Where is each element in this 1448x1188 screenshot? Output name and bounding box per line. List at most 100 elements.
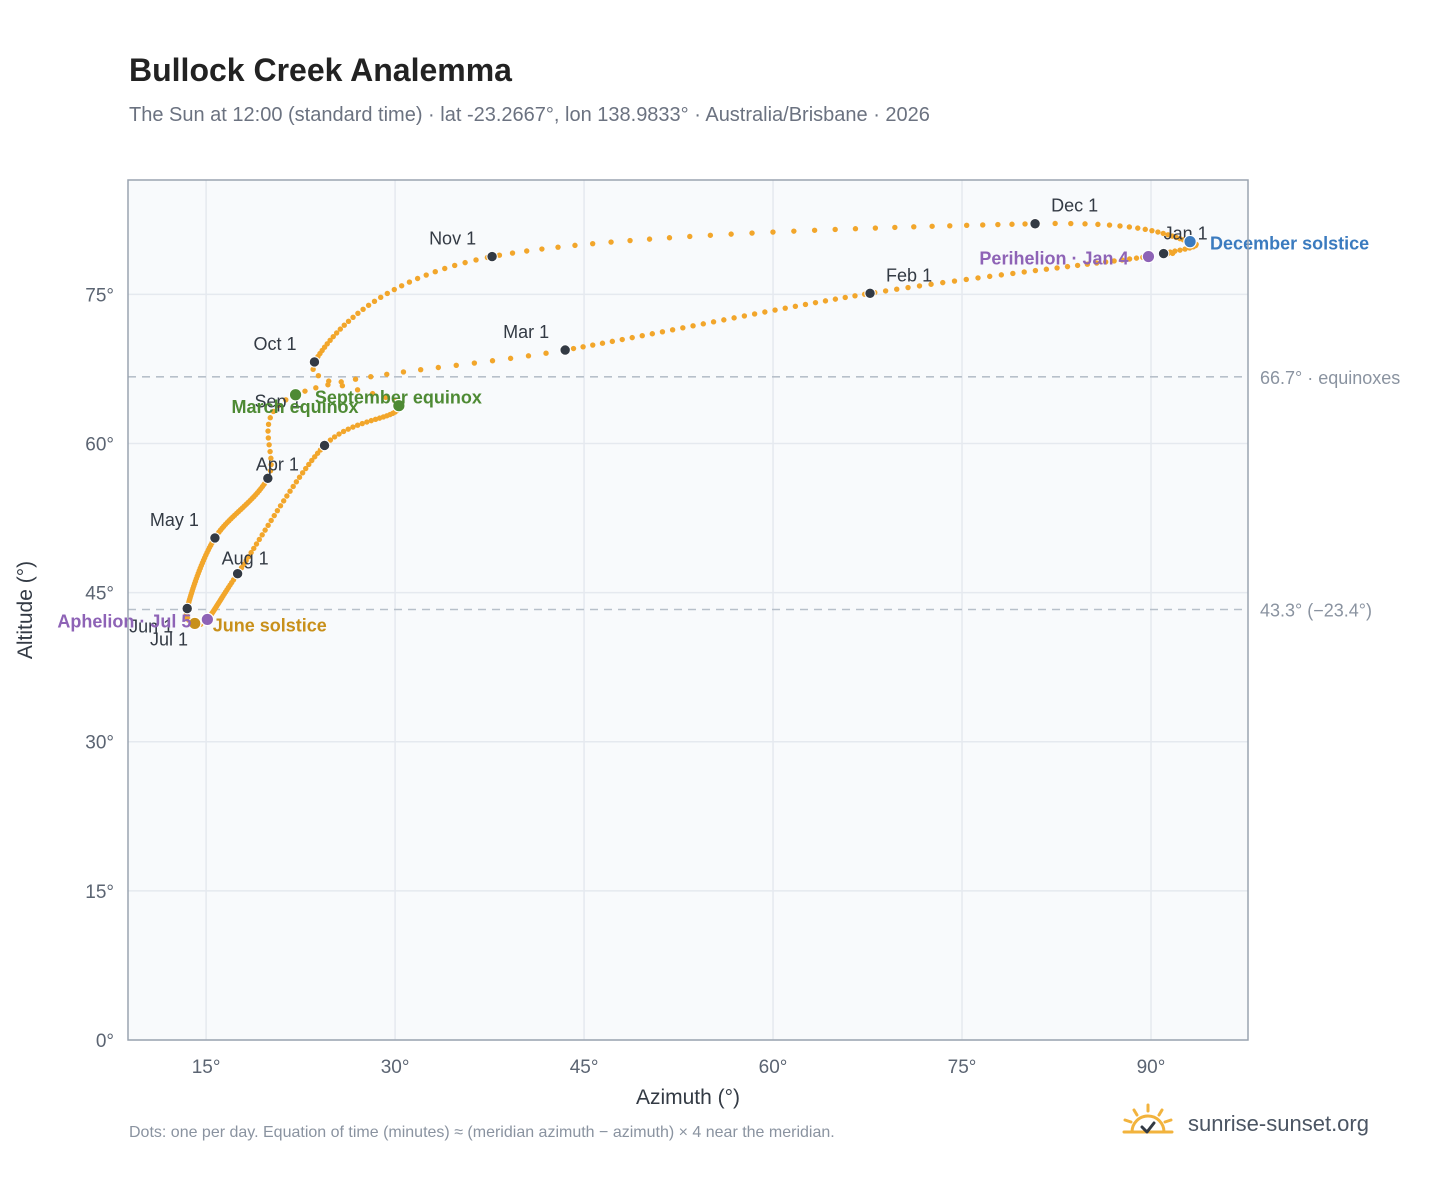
daily-dot: [274, 507, 281, 514]
month-marker-label: Apr 1: [256, 454, 299, 474]
daily-dot: [284, 493, 290, 499]
daily-dot: [1095, 221, 1101, 228]
daily-dot: [365, 302, 372, 308]
daily-dot: [700, 321, 707, 327]
daily-dot: [507, 355, 514, 362]
daily-dot: [940, 279, 946, 286]
event-marker: [392, 398, 406, 413]
daily-dot: [326, 378, 332, 384]
daily-dot: [580, 344, 586, 350]
daily-dot: [1009, 221, 1015, 227]
daily-dot: [268, 461, 274, 468]
daily-dot: [872, 225, 879, 231]
daily-dot: [975, 275, 981, 281]
daily-dot: [842, 294, 848, 301]
month-marker: [1029, 218, 1041, 230]
month-marker-label: Oct 1: [253, 334, 296, 354]
daily-dot: [728, 231, 734, 237]
daily-dot: [267, 415, 273, 421]
daily-dot: [666, 235, 673, 241]
month-marker: [864, 287, 876, 300]
daily-dot: [1160, 230, 1166, 237]
daily-dot: [496, 252, 503, 258]
daily-dot: [791, 228, 797, 234]
daily-dot: [811, 227, 818, 233]
daily-dot: [327, 337, 333, 343]
daily-dot: [265, 435, 272, 441]
daily-dot: [340, 428, 347, 435]
y-tick-label: 30°: [85, 733, 114, 754]
month-marker: [318, 439, 331, 452]
daily-dot: [627, 237, 633, 244]
daily-dot: [589, 240, 596, 247]
daily-dot: [832, 296, 839, 302]
daily-dot: [462, 259, 468, 266]
daily-dot: [905, 284, 911, 291]
daily-dot: [245, 553, 252, 560]
x-tick-label: 30°: [381, 1057, 410, 1078]
daily-dot: [947, 223, 953, 229]
reference-line-label: 66.7° · equinoxes: [1260, 368, 1400, 388]
daily-dot: [555, 244, 561, 250]
daily-dot: [524, 248, 530, 254]
daily-dot: [414, 275, 421, 282]
daily-dot: [1149, 227, 1155, 234]
daily-dot: [299, 470, 306, 476]
x-tick-label: 60°: [759, 1057, 788, 1078]
daily-dot: [710, 319, 717, 325]
daily-dot: [646, 236, 653, 242]
daily-dot: [1052, 220, 1058, 227]
daily-dot: [1177, 247, 1183, 253]
daily-dot: [894, 286, 900, 292]
daily-dot: [355, 310, 361, 317]
daily-dot: [368, 417, 374, 424]
daily-dot: [256, 536, 263, 543]
x-tick-label: 75°: [948, 1057, 977, 1078]
month-marker-label: Mar 1: [503, 322, 549, 342]
y-tick-label: 15°: [85, 882, 114, 903]
event-marker: [1141, 249, 1156, 264]
daily-dot: [852, 293, 858, 299]
daily-dot: [995, 221, 1001, 228]
daily-dot: [432, 268, 438, 275]
daily-dot: [782, 305, 788, 311]
brand[interactable]: sunrise-sunset.org: [1120, 1102, 1369, 1146]
daily-dot: [382, 394, 389, 401]
daily-dot: [290, 483, 296, 490]
daily-dot: [369, 390, 376, 397]
daily-dot: [333, 330, 340, 336]
daily-dot: [1074, 262, 1081, 269]
month-marker-label: Jan 1: [1164, 224, 1208, 244]
daily-dot: [330, 333, 336, 340]
daily-dot: [243, 557, 249, 564]
daily-dot: [963, 222, 970, 229]
daily-dot: [1172, 248, 1178, 254]
daily-dot: [570, 345, 577, 352]
daily-dot: [1021, 269, 1027, 275]
daily-dot: [608, 239, 614, 245]
daily-dot: [341, 322, 347, 328]
footnote: Dots: one per day. Equation of time (min…: [129, 1124, 835, 1141]
daily-dot: [951, 278, 958, 284]
daily-dot: [669, 327, 676, 333]
daily-dot: [1155, 229, 1161, 235]
month-marker: [231, 568, 244, 580]
daily-dot: [453, 362, 459, 368]
daily-dot: [690, 323, 696, 329]
daily-dot: [277, 503, 284, 509]
daily-dot: [417, 367, 424, 373]
y-axis-label: Altitude (°): [14, 561, 37, 659]
daily-dot: [391, 286, 397, 293]
daily-dot: [275, 402, 282, 409]
month-marker: [559, 344, 571, 356]
brand-text[interactable]: sunrise-sunset.org: [1188, 1111, 1369, 1136]
daily-dot: [473, 257, 479, 263]
daily-dot: [331, 434, 338, 440]
event-label: Perihelion · Jan 4: [979, 249, 1128, 269]
daily-dot: [270, 408, 277, 415]
daily-dot: [928, 281, 934, 287]
daily-dot: [384, 371, 390, 377]
daily-dot: [629, 334, 635, 341]
month-marker: [209, 532, 221, 544]
daily-dot: [822, 298, 829, 304]
